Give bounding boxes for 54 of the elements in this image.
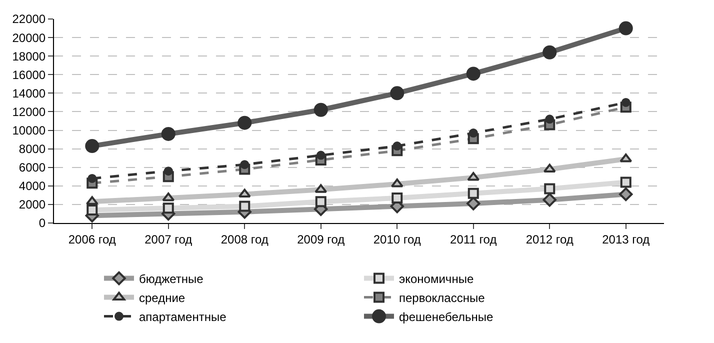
point (392, 192, 403, 204)
point (315, 196, 326, 208)
point (466, 66, 480, 81)
point (86, 204, 98, 216)
y-tick-label: 6000 (18, 160, 46, 175)
point (468, 188, 479, 199)
x-tick-label: 2009 год (297, 232, 345, 246)
point (88, 174, 97, 183)
y-tick-label: 12000 (12, 104, 46, 119)
point (239, 200, 250, 212)
point (164, 166, 173, 176)
point (162, 192, 175, 202)
point (390, 86, 404, 100)
point (240, 160, 250, 170)
point (314, 102, 328, 117)
point (238, 116, 252, 130)
legend-label: апартаментные (139, 310, 227, 324)
legend-label: фешенебельные (399, 310, 494, 324)
y-tick-label: 14000 (12, 86, 46, 100)
y-tick-label: 18000 (12, 49, 46, 64)
y-tick-label: 20000 (12, 30, 46, 45)
point (618, 21, 633, 36)
point (162, 202, 174, 214)
point (161, 126, 176, 141)
point (542, 45, 557, 60)
legend-label: бюджетные (139, 272, 204, 286)
x-tick-label: 2010 год (373, 232, 421, 246)
legend-label: экономичные (399, 272, 474, 286)
y-tick-label: 0 (38, 216, 46, 230)
legend-label: средние (139, 290, 186, 305)
point (468, 128, 478, 138)
point (545, 114, 554, 124)
y-tick-label: 4000 (18, 179, 46, 194)
point (316, 150, 326, 160)
x-tick-label: 2012 год (526, 232, 574, 246)
y-tick-label: 8000 (18, 142, 46, 156)
x-tick-label: 2013 год (602, 232, 650, 246)
legend-label: первоклассные (399, 290, 486, 305)
point (544, 183, 556, 194)
point (85, 139, 100, 154)
x-tick-label: 2011 год (450, 232, 497, 246)
point (466, 196, 480, 210)
y-tick-label: 2000 (18, 198, 46, 212)
point (619, 187, 633, 202)
point (620, 176, 632, 188)
point (392, 142, 402, 151)
point (542, 192, 556, 207)
y-tick-label: 16000 (12, 68, 46, 82)
y-tick-label: 10000 (12, 123, 46, 138)
y-tick-label: 22000 (12, 12, 46, 26)
x-tick-label: 2006 год (68, 232, 116, 246)
x-tick-label: 2007 год (144, 232, 192, 246)
point (621, 98, 630, 107)
x-tick-label: 2008 год (220, 232, 268, 246)
